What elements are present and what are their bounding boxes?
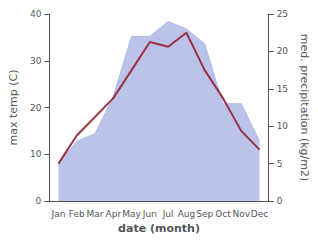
svg-text:40: 40 bbox=[30, 9, 42, 19]
svg-text:Oct: Oct bbox=[215, 209, 231, 219]
svg-text:Mar: Mar bbox=[87, 209, 104, 219]
svg-text:25: 25 bbox=[277, 9, 288, 19]
svg-text:Apr: Apr bbox=[106, 209, 122, 219]
svg-text:max temp (C): max temp (C) bbox=[7, 69, 20, 145]
svg-text:20: 20 bbox=[30, 103, 42, 113]
svg-text:Jul: Jul bbox=[162, 209, 174, 219]
svg-text:15: 15 bbox=[277, 84, 288, 94]
svg-text:Jun: Jun bbox=[142, 209, 157, 219]
svg-text:30: 30 bbox=[30, 56, 42, 66]
svg-text:Nov: Nov bbox=[232, 209, 250, 219]
svg-text:Sep: Sep bbox=[196, 209, 213, 219]
svg-text:Dec: Dec bbox=[251, 209, 268, 219]
svg-text:0: 0 bbox=[36, 196, 42, 206]
svg-text:0: 0 bbox=[277, 196, 283, 206]
svg-text:10: 10 bbox=[277, 121, 289, 131]
svg-text:Jan: Jan bbox=[51, 209, 66, 219]
svg-text:20: 20 bbox=[277, 46, 289, 56]
svg-text:date (month): date (month) bbox=[118, 222, 200, 235]
svg-text:Feb: Feb bbox=[69, 209, 85, 219]
svg-text:Aug: Aug bbox=[178, 209, 196, 219]
svg-text:10: 10 bbox=[30, 149, 42, 159]
svg-text:5: 5 bbox=[277, 159, 283, 169]
svg-text:med. precipitation (kg/m2): med. precipitation (kg/m2) bbox=[298, 34, 311, 182]
svg-text:May: May bbox=[122, 209, 141, 219]
